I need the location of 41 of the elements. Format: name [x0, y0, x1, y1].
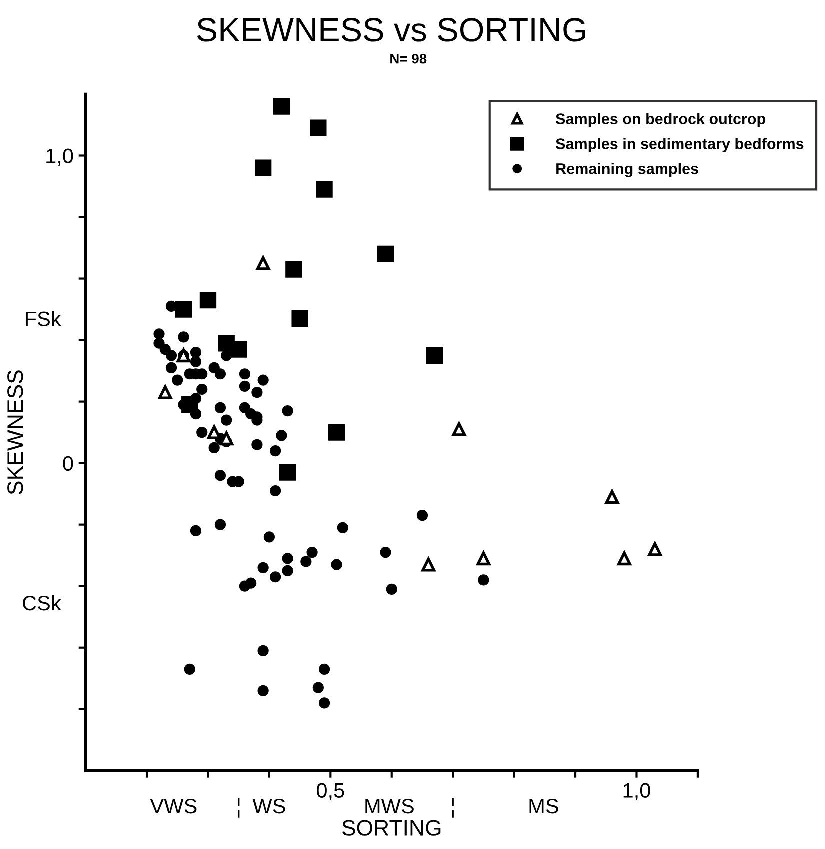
point: [256, 256, 270, 270]
point: [310, 120, 327, 136]
point: [207, 426, 222, 440]
legend-label: Samples on bedrock outcrop: [556, 113, 766, 128]
text: WS: [252, 798, 286, 814]
point: [377, 246, 394, 263]
point: [200, 292, 217, 309]
point: [292, 310, 308, 328]
legend-label: Samples in sedimentary bedforms: [556, 138, 804, 152]
point: [175, 301, 192, 318]
y-axis-title: SKEWNESS: [8, 370, 24, 495]
text: ¦: [452, 798, 454, 818]
x-axis-title: SORTING: [342, 820, 441, 836]
point: [182, 396, 198, 414]
point: [426, 347, 444, 364]
point: [286, 261, 302, 278]
text: FSk: [26, 311, 62, 327]
point: [618, 552, 632, 566]
point: [605, 490, 620, 504]
point: [316, 181, 333, 198]
point: [422, 558, 436, 572]
chart-subtitle: N= 98: [390, 54, 427, 64]
point: [452, 422, 466, 436]
point: [220, 432, 234, 446]
text: CSk: [23, 595, 62, 611]
text: MS: [530, 798, 558, 814]
y-tick-label: 0: [63, 456, 74, 472]
point: [158, 386, 172, 400]
legend-label: Remaining samples: [556, 163, 698, 178]
point: [328, 424, 346, 441]
point: [648, 542, 662, 556]
point: [279, 464, 296, 481]
chart-title: SKEWNESS vs SORTING: [197, 18, 586, 42]
x-tick-label: 0,5: [316, 783, 344, 800]
text: VWS: [150, 798, 197, 814]
point: [476, 552, 491, 566]
point: [254, 160, 272, 176]
text: MWS: [366, 798, 414, 814]
text: ¦: [238, 798, 240, 818]
point: [230, 341, 248, 358]
point: [273, 98, 290, 115]
